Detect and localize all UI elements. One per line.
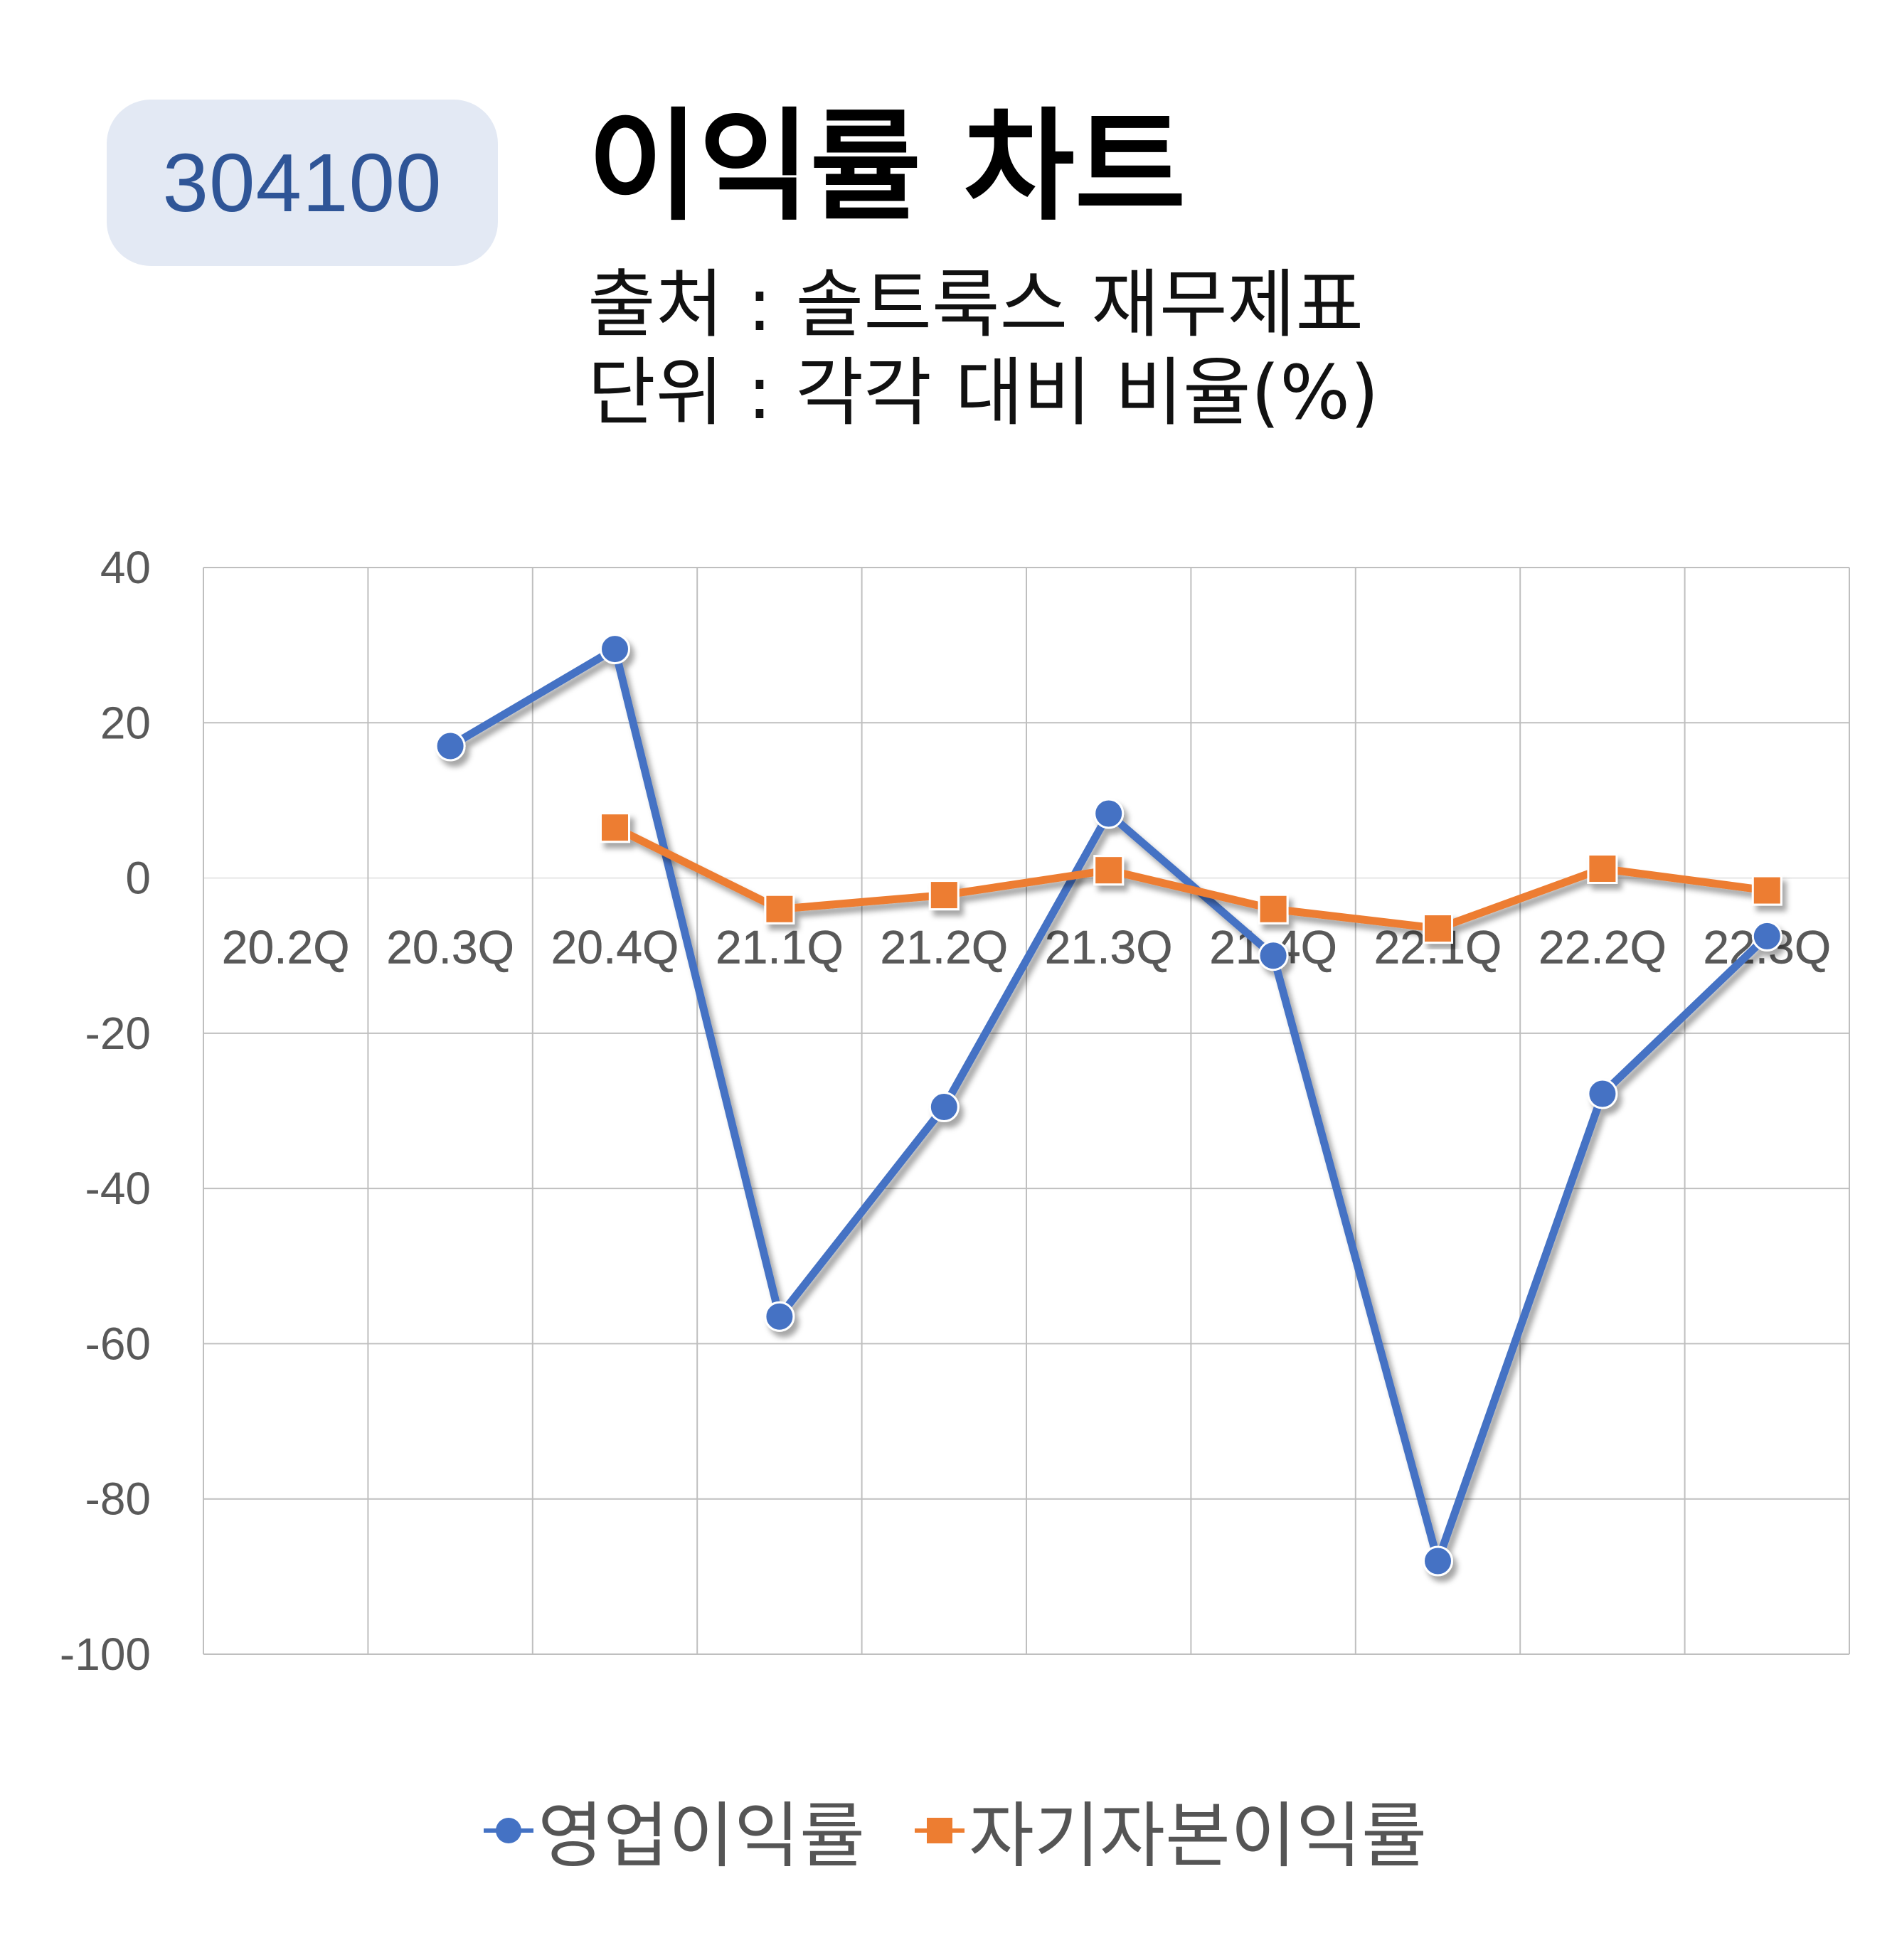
y-tick-label: -20 [85, 1008, 152, 1059]
data-point [600, 634, 630, 665]
legend-label-roe: 자기자본이익률 [969, 1794, 1427, 1878]
x-tick-label: 21.1Q [716, 921, 844, 974]
x-tick-label: 22.1Q [1374, 921, 1502, 974]
data-point [1093, 798, 1125, 829]
ticker-badge: 304100 [107, 100, 498, 266]
series-line [446, 645, 1771, 1565]
legend-marker-operating [484, 1809, 533, 1851]
ticker-code: 304100 [162, 137, 442, 229]
legend-dot-operating [496, 1817, 521, 1843]
x-tick-label: 22.2Q [1539, 921, 1667, 974]
y-tick-label: 40 [100, 542, 151, 593]
grid-layer [203, 567, 1850, 1655]
x-tick-label: 20.2Q [222, 921, 350, 974]
series-line [611, 824, 1771, 933]
y-tick-label: 0 [125, 853, 151, 904]
unit-line: 단위 : 각각 대비 비율(%) [588, 349, 1379, 436]
y-tick-label: -40 [85, 1163, 152, 1214]
data-point [435, 730, 466, 762]
y-tick-label: -100 [60, 1629, 151, 1680]
x-tick-label: 20.4Q [551, 921, 679, 974]
data-point [1587, 853, 1618, 884]
y-tick-label: 20 [100, 697, 151, 748]
series-layer [435, 634, 1782, 1577]
y-axis-ticks: 40 20 0 -20 -40 -60 -80 -100 [60, 542, 151, 1680]
x-tick-label: 20.3Q [386, 921, 514, 974]
data-point [1258, 893, 1289, 925]
data-point [928, 1092, 960, 1123]
data-point [1751, 920, 1782, 952]
source-line: 출처 : 솔트룩스 재무제표 [588, 261, 1364, 348]
data-point [764, 893, 795, 925]
series-roe [600, 812, 1782, 944]
data-point [1423, 1545, 1453, 1577]
data-point [1423, 913, 1453, 944]
legend: 영업이익률 자기자본이익률 [484, 1778, 1477, 1881]
y-tick-label: -60 [85, 1318, 152, 1369]
data-point [928, 880, 960, 911]
data-point [600, 812, 630, 843]
data-point [764, 1301, 795, 1332]
legend-square-roe [927, 1817, 952, 1843]
series-operating [435, 634, 1782, 1577]
data-point [1587, 1078, 1618, 1109]
profit-margin-chart: 40 20 0 -20 -40 -60 -80 -100 20.2Q 20.3Q 20.4Q 21.… [60, 542, 1850, 1680]
y-tick-label: -80 [85, 1474, 152, 1525]
data-point [1751, 875, 1782, 906]
x-tick-label: 21.3Q [1045, 921, 1173, 974]
legend-marker-roe [915, 1809, 965, 1851]
legend-item-operating: 영업이익률 [484, 1778, 865, 1881]
x-tick-label: 21.2Q [880, 921, 1008, 974]
legend-item-roe: 자기자본이익률 [915, 1778, 1427, 1881]
data-point [1093, 855, 1125, 886]
data-point [1258, 940, 1289, 971]
legend-label-operating: 영업이익률 [538, 1794, 865, 1878]
page-title: 이익률 차트 [588, 97, 1186, 238]
